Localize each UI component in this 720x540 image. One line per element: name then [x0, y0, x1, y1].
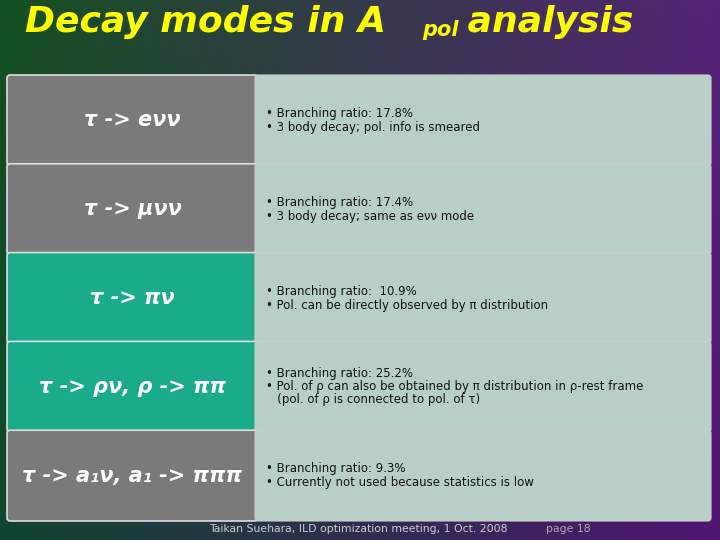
Text: • Pol. of ρ can also be obtained by π distribution in ρ-rest frame: • Pol. of ρ can also be obtained by π di… — [266, 380, 644, 393]
Text: τ -> μνν: τ -> μνν — [84, 199, 181, 219]
Text: Decay modes in A: Decay modes in A — [25, 5, 386, 39]
Text: • 3 body decay; same as eνν mode: • 3 body decay; same as eνν mode — [266, 210, 474, 222]
Text: • Pol. can be directly observed by π distribution: • Pol. can be directly observed by π dis… — [266, 299, 548, 312]
FancyBboxPatch shape — [255, 430, 711, 521]
FancyBboxPatch shape — [255, 253, 711, 343]
Text: pol: pol — [422, 20, 459, 40]
Text: • Branching ratio: 9.3%: • Branching ratio: 9.3% — [266, 462, 405, 475]
Text: τ -> eνν: τ -> eνν — [84, 110, 181, 130]
Text: (pol. of ρ is connected to pol. of τ): (pol. of ρ is connected to pol. of τ) — [266, 393, 480, 406]
Text: • 3 body decay; pol. info is smeared: • 3 body decay; pol. info is smeared — [266, 121, 480, 134]
Text: τ -> ρν, ρ -> ππ: τ -> ρν, ρ -> ππ — [39, 377, 226, 397]
FancyBboxPatch shape — [7, 164, 258, 254]
Text: • Branching ratio:  10.9%: • Branching ratio: 10.9% — [266, 285, 417, 298]
Text: • Branching ratio: 17.8%: • Branching ratio: 17.8% — [266, 107, 413, 120]
Text: Taikan Suehara, ILD optimization meeting, 1 Oct. 2008: Taikan Suehara, ILD optimization meeting… — [209, 524, 508, 534]
Text: • Branching ratio: 17.4%: • Branching ratio: 17.4% — [266, 195, 413, 208]
FancyBboxPatch shape — [7, 75, 258, 166]
Text: τ -> a₁ν, a₁ -> πππ: τ -> a₁ν, a₁ -> πππ — [22, 465, 243, 485]
Text: page 18: page 18 — [546, 524, 590, 534]
FancyBboxPatch shape — [255, 164, 711, 254]
FancyBboxPatch shape — [7, 341, 258, 432]
Text: τ -> πν: τ -> πν — [90, 288, 175, 308]
FancyBboxPatch shape — [255, 341, 711, 432]
Text: analysis: analysis — [455, 5, 634, 39]
FancyBboxPatch shape — [7, 253, 258, 343]
FancyBboxPatch shape — [7, 430, 258, 521]
Text: • Currently not used because statistics is low: • Currently not used because statistics … — [266, 476, 534, 489]
Text: • Branching ratio: 25.2%: • Branching ratio: 25.2% — [266, 367, 413, 380]
FancyBboxPatch shape — [255, 75, 711, 166]
